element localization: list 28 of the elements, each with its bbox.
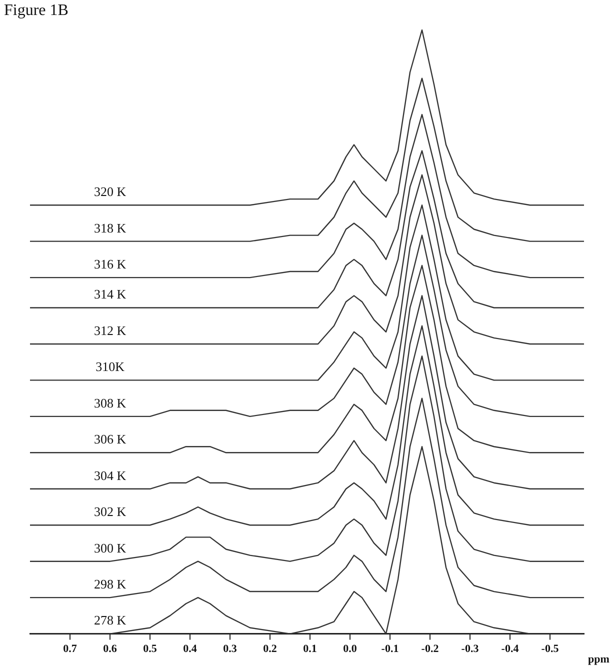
x-tick-label: 0.1 [303, 643, 317, 656]
series-label: 316 K [94, 256, 127, 272]
chart-title: Figure 1B [4, 2, 68, 20]
x-tick-label: 0.5 [143, 643, 158, 656]
series-label: 306 K [94, 432, 127, 447]
x-tick-label: -0.4 [501, 643, 520, 656]
series-label: 278 K [94, 612, 127, 628]
x-tick-label: -0.2 [421, 643, 440, 656]
x-tick-label: 0.7 [63, 643, 78, 656]
x-tick-label: -0.5 [541, 643, 560, 656]
series-label: 318 K [94, 220, 127, 236]
x-tick-label: 0.4 [183, 643, 198, 656]
series-label: 302 K [94, 504, 127, 520]
series-label: 300 K [94, 540, 127, 556]
x-tick-label: 0.3 [223, 643, 238, 656]
series-label: 314 K [94, 286, 127, 302]
x-tick-label: 0.0 [343, 643, 358, 656]
x-tick-label: -0.1 [381, 643, 399, 656]
series-label: 320 K [94, 184, 127, 200]
series-label: 310K [96, 359, 126, 374]
series-label: 312 K [94, 322, 127, 338]
x-tick-label: 0.2 [263, 643, 278, 656]
x-tick-label: 0.6 [103, 643, 118, 656]
series-label: 298 K [94, 576, 127, 592]
series-label: 304 K [94, 468, 127, 483]
x-tick-label: -0.3 [461, 643, 480, 656]
series-label: 308 K [94, 395, 127, 410]
x-axis-title: ppm [588, 654, 610, 666]
